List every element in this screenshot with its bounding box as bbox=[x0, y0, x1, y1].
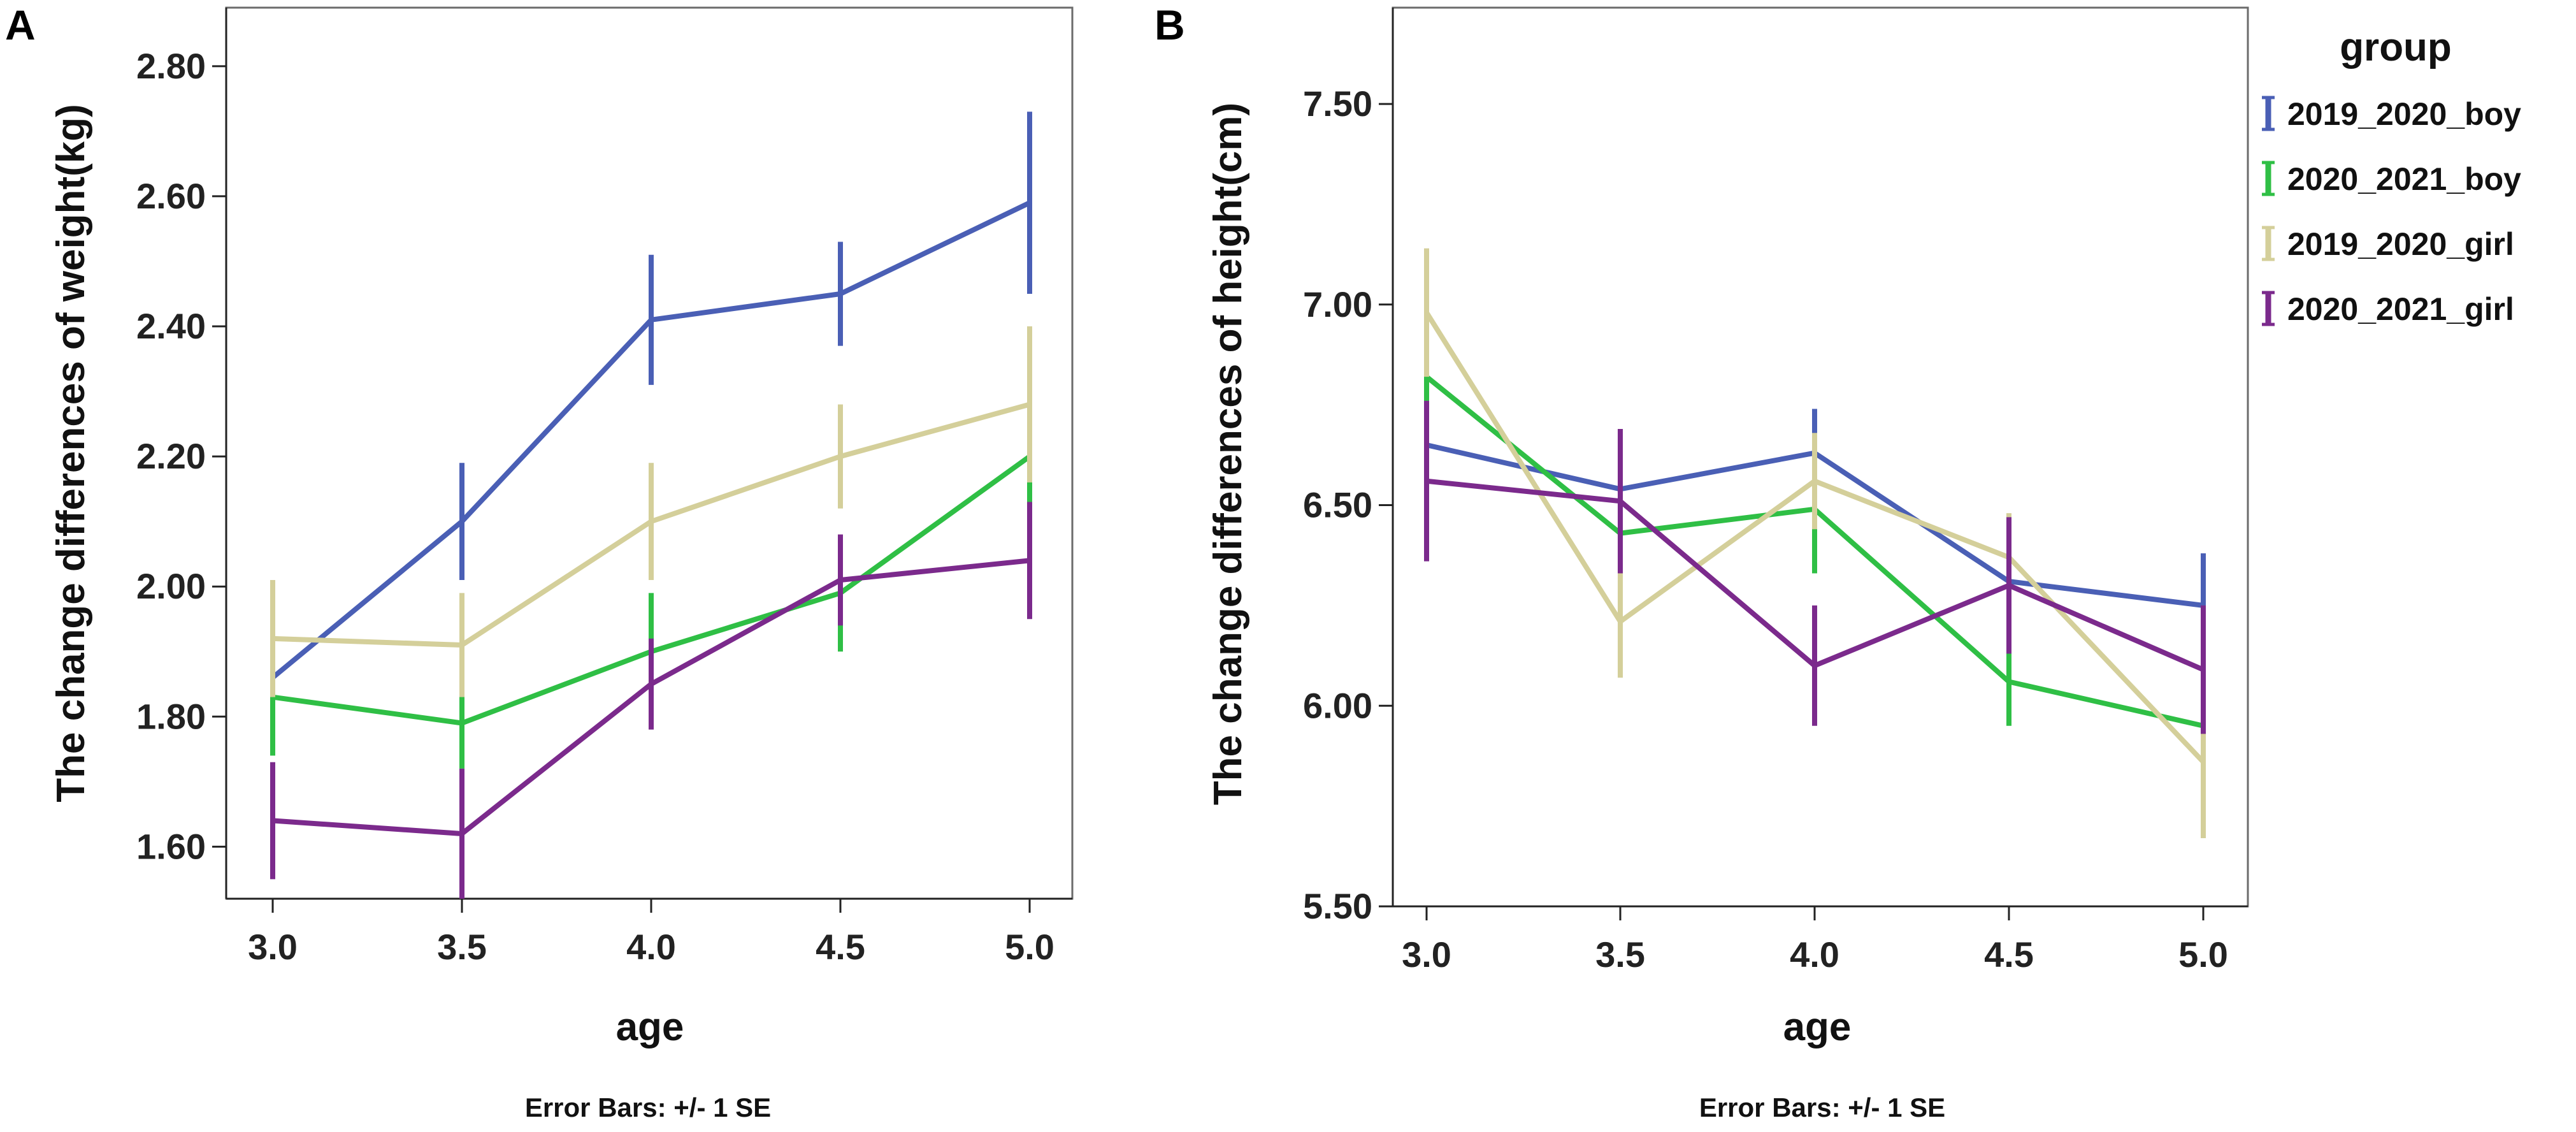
panel-b-y-tick-label: 6.00 bbox=[1303, 685, 1372, 725]
panel-b-series bbox=[1424, 248, 2206, 838]
legend-items: 2019_2020_boy 2020_2021_boy 2019_2020_girl… bbox=[2262, 96, 2521, 327]
panel-b-label: B bbox=[1155, 1, 1185, 48]
panel-a-y-tick-label: 1.60 bbox=[136, 826, 206, 866]
panel-b-y-tick-label: 6.50 bbox=[1303, 485, 1372, 525]
panel-a-plot-area bbox=[225, 6, 1074, 900]
legend: group 2019_2020_boy2020_2021_boy2019_202… bbox=[2262, 25, 2521, 327]
panel-b-x-ticks: 3.0 3.5 4.0 4.5 5.0 bbox=[1402, 906, 2228, 975]
panel-a-series-2020_2021_girl bbox=[270, 502, 1032, 899]
panel-a-y-ticks: 1.60 1.80 2.00 2.20 2.40 2.60 2.80 bbox=[136, 46, 226, 866]
legend-item: 2019_2020_girl bbox=[2262, 226, 2514, 262]
panel-b-x-tick-label: 4.5 bbox=[1984, 934, 2034, 975]
panel-a-y-tick-label: 2.60 bbox=[136, 176, 206, 216]
panel-a-footnote: Error Bars: +/- 1 SE bbox=[525, 1092, 771, 1122]
panel-a-x-tick-label: 3.0 bbox=[248, 927, 298, 967]
panel-a-x-tick-label: 5.0 bbox=[1005, 927, 1054, 967]
panel-a-x-tick-label: 4.5 bbox=[816, 927, 865, 967]
panel-b-footnote: Error Bars: +/- 1 SE bbox=[1699, 1092, 1945, 1122]
legend-item: 2020_2021_girl bbox=[2262, 291, 2514, 327]
panel-a-series bbox=[270, 112, 1032, 899]
panel-b-series-2020_2021_girl bbox=[1424, 400, 2206, 734]
panel-a-y-tick-label: 2.80 bbox=[136, 46, 206, 86]
panel-a-y-tick-label: 1.80 bbox=[136, 696, 206, 736]
panel-a-y-tick-label: 2.40 bbox=[136, 306, 206, 346]
legend-item-label: 2019_2020_girl bbox=[2287, 226, 2514, 262]
legend-item-label: 2020_2021_boy bbox=[2287, 161, 2521, 197]
legend-item-label: 2019_2020_boy bbox=[2287, 96, 2521, 132]
panel-b-x-axis-title: age bbox=[1783, 1005, 1852, 1049]
panel-b-y-tick-label: 7.50 bbox=[1303, 83, 1372, 124]
panel-a-x-tick-label: 3.5 bbox=[437, 927, 487, 967]
panel-a-weight-chart: A 1.60 1.80 2.00 2.20 2.40 2.60 2.80 3.0 3.5 4.0… bbox=[5, 1, 1074, 1122]
panel-b-x-tick-label: 3.5 bbox=[1595, 934, 1645, 975]
panel-a-series-2019_2020_boy bbox=[270, 112, 1032, 711]
legend-item: 2019_2020_boy bbox=[2262, 96, 2521, 132]
panel-b-y-tick-label: 7.00 bbox=[1303, 284, 1372, 324]
panel-a-x-tick-label: 4.0 bbox=[626, 927, 676, 967]
legend-item: 2020_2021_boy bbox=[2262, 161, 2521, 197]
panel-b-y-axis-title: The change differences of height(cm) bbox=[1206, 103, 1250, 805]
panel-a-label: A bbox=[5, 1, 36, 48]
panel-a-x-ticks: 3.0 3.5 4.0 4.5 5.0 bbox=[248, 899, 1054, 967]
panel-a-y-tick-label: 2.20 bbox=[136, 436, 206, 476]
panel-b-x-tick-label: 5.0 bbox=[2178, 934, 2228, 975]
panel-a-series-2019_2020_girl bbox=[270, 326, 1032, 697]
legend-title: group bbox=[2340, 25, 2452, 69]
panel-a-y-tick-label: 2.00 bbox=[136, 566, 206, 606]
panel-b-y-ticks: 5.50 6.00 6.50 7.00 7.50 bbox=[1303, 83, 1393, 926]
panel-b-x-tick-label: 4.0 bbox=[1790, 934, 1839, 975]
panel-a-x-axis-title: age bbox=[616, 1005, 684, 1049]
panel-b-x-tick-label: 3.0 bbox=[1402, 934, 1451, 975]
panel-a-y-axis-title: The change differences of weight(kg) bbox=[49, 104, 93, 802]
panel-b-y-tick-label: 5.50 bbox=[1303, 886, 1372, 926]
legend-item-label: 2020_2021_girl bbox=[2287, 291, 2514, 327]
panel-b-height-chart: B 5.50 6.00 6.50 7.00 7.50 3.0 3.5 4.0 4.5 5.0 T… bbox=[1155, 1, 2249, 1122]
